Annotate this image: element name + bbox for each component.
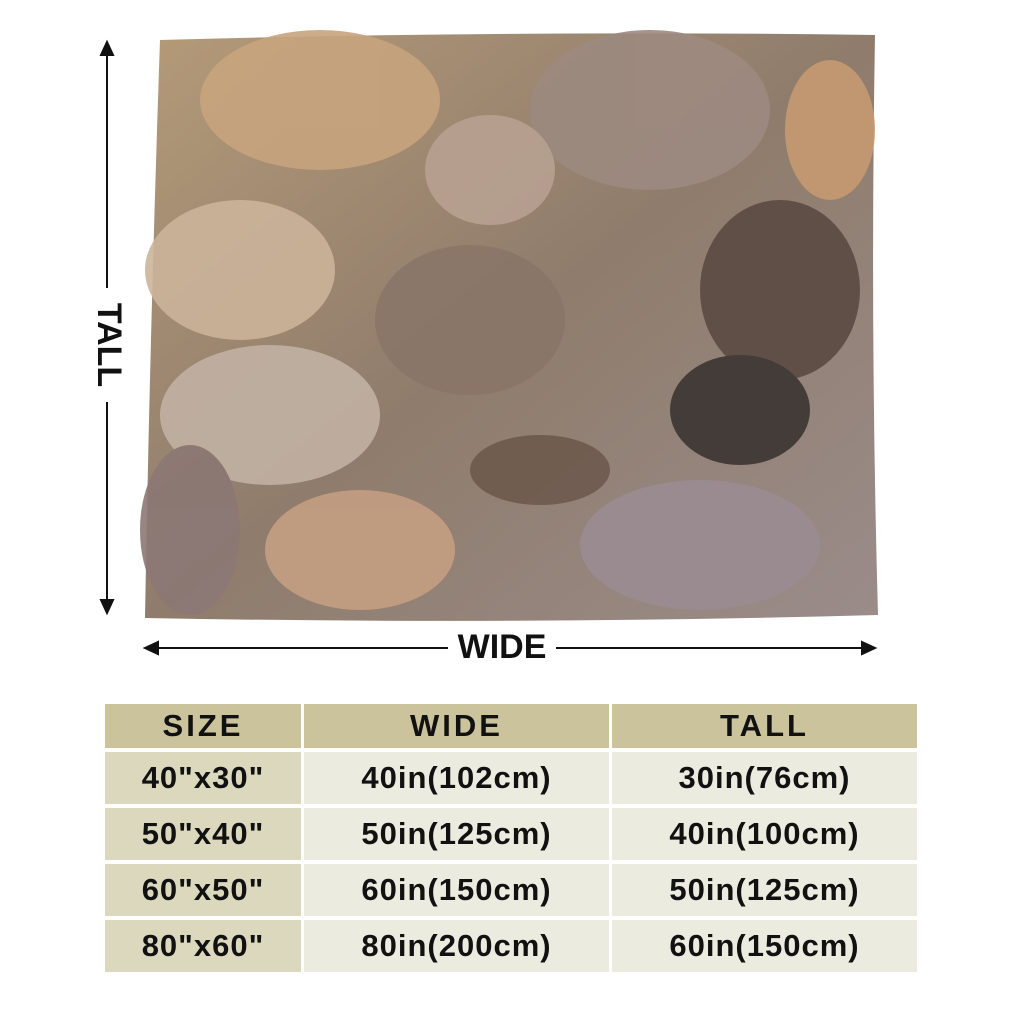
table-cell: 80"x60"	[105, 920, 301, 972]
table-cell: 30in(76cm)	[612, 752, 917, 804]
wide-arrow	[142, 640, 878, 656]
table-cell: SIZE	[105, 704, 301, 748]
table-row: 60"x50" 60in(150cm) 50in(125cm)	[105, 864, 917, 916]
table-cell: 40in(100cm)	[612, 808, 917, 860]
collage	[140, 30, 875, 615]
blanket-figure: TALL WIDE	[90, 30, 878, 666]
table-cell: WIDE	[304, 704, 609, 748]
table-cell: 50"x40"	[105, 808, 301, 860]
size-table: SIZE WIDE TALL 40"x30" 40in(102cm) 30in(76cm)…	[102, 700, 920, 976]
table-row: 80"x60" 80in(200cm) 60in(150cm)	[105, 920, 917, 972]
table-cell: 50in(125cm)	[304, 808, 609, 860]
table-cell: 40"x30"	[105, 752, 301, 804]
table-cell: 60in(150cm)	[304, 864, 609, 916]
tall-label: TALL	[90, 303, 128, 387]
table-cell: 60in(150cm)	[612, 920, 917, 972]
table-cell: 40in(102cm)	[304, 752, 609, 804]
wide-label: WIDE	[458, 628, 547, 666]
table-row: 50"x40" 50in(125cm) 40in(100cm)	[105, 808, 917, 860]
table-cell: TALL	[612, 704, 917, 748]
table-cell: 80in(200cm)	[304, 920, 609, 972]
tall-arrow	[99, 39, 115, 616]
table-cell: 50in(125cm)	[612, 864, 917, 916]
table-cell: 60"x50"	[105, 864, 301, 916]
table-row: 40"x30" 40in(102cm) 30in(76cm)	[105, 752, 917, 804]
header-row: SIZE WIDE TALL	[105, 704, 917, 748]
